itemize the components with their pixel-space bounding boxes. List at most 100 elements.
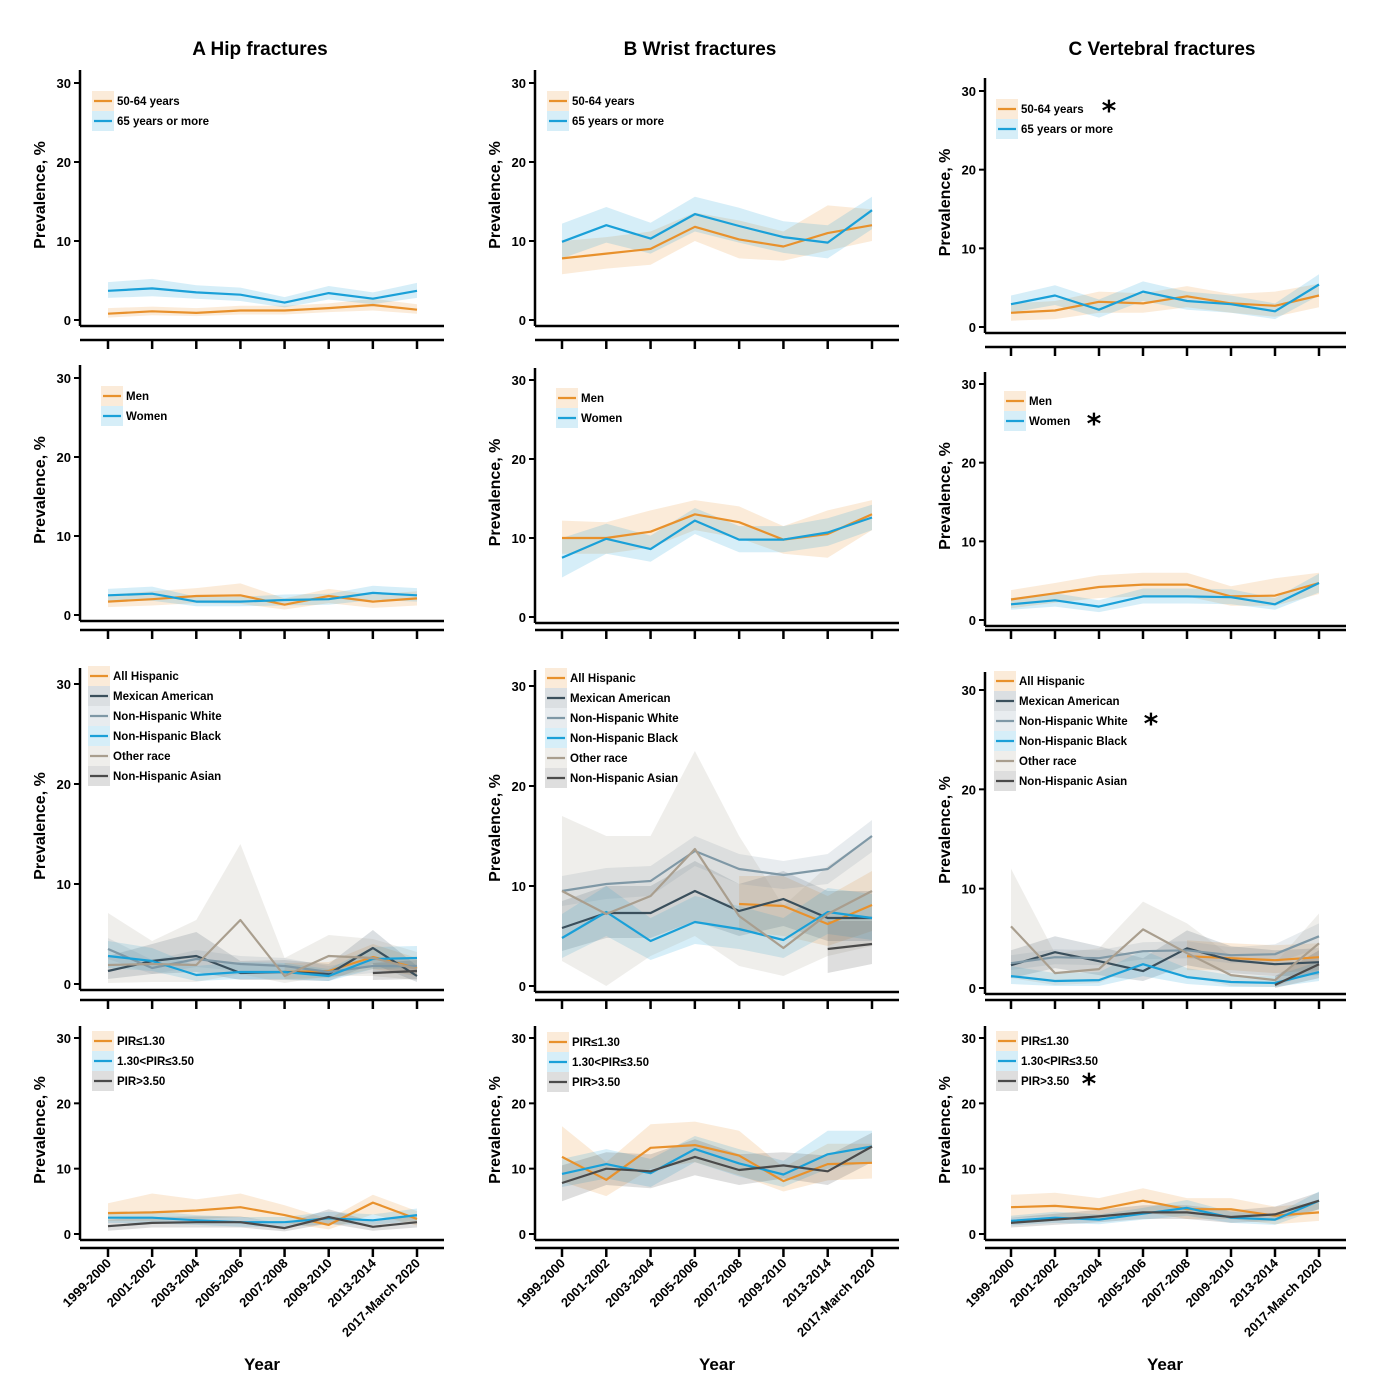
panel-c-2: 0 10 20 30 Prevalence, % Men Women *: [937, 372, 1346, 639]
legend-label: All Hispanic: [1019, 676, 1085, 688]
series-line: [561, 516, 873, 559]
ci-band: [108, 583, 417, 610]
x-tick-label: 2017-March 2020: [339, 1256, 423, 1340]
panel-a-1: 0 10 20 30 Prevalence, % 50-64 years 65 years …: [32, 70, 444, 349]
x-axis-label: Year: [244, 1355, 280, 1374]
significance-star: *: [1082, 1067, 1097, 1100]
y-tick-label: 10: [962, 882, 976, 897]
series-line: [561, 209, 873, 244]
legend-label: Non-Hispanic White: [113, 711, 222, 723]
x-axis-label: Year: [1147, 1355, 1183, 1374]
y-tick-label: 0: [519, 313, 526, 328]
y-tick-label: 0: [519, 979, 526, 994]
ci-band: [108, 844, 417, 983]
series-line: [561, 889, 872, 930]
legend-label: 1.30<PIR≤3.50: [117, 1056, 194, 1068]
legend-label: Non-Hispanic Asian: [113, 771, 221, 783]
panel-b-1: 0 10 20 30 Prevalence, % 50-64 years 65 years …: [487, 70, 899, 349]
y-tick-label: 0: [64, 977, 71, 992]
legend-label: All Hispanic: [570, 673, 636, 685]
y-tick-label: 10: [962, 1162, 976, 1177]
legend-label: Non-Hispanic Black: [113, 731, 222, 743]
y-tick-label: 10: [57, 1162, 71, 1177]
legend-label: Men: [581, 393, 604, 405]
y-tick-label: 20: [57, 1096, 71, 1111]
legend-label: Women: [1029, 416, 1070, 428]
ci-band: [108, 930, 417, 982]
panel-b-4: 0 10 20 30 Prevalence, % PIR≤1.30 1.30<PIR≤3.5…: [487, 1026, 899, 1374]
ci-band: [1011, 283, 1319, 321]
panel-c-3: 0 10 20 30 Prevalence, % All Hispanic Mexican …: [937, 671, 1346, 1009]
legend-label: Women: [126, 411, 167, 423]
series-line: [372, 969, 418, 975]
y-tick-label: 0: [969, 613, 976, 628]
y-tick-label: 10: [57, 877, 71, 892]
significance-star: *: [1102, 94, 1117, 127]
y-tick-label: 20: [962, 1096, 976, 1111]
series-line: [561, 1145, 873, 1185]
legend-label: Men: [126, 391, 149, 403]
legend-label: Other race: [570, 753, 628, 765]
y-tick-label: 0: [64, 313, 71, 328]
y-tick-label: 20: [962, 782, 976, 797]
series-line: [1010, 947, 1320, 973]
chart-a: A Hip fractures 0 10 20 30 Prevalence, % 50-64…: [32, 39, 444, 1374]
legend-label: 1.30<PIR≤3.50: [572, 1057, 649, 1069]
legend-label: 65 years or more: [572, 116, 664, 128]
y-axis-label: Prevalence, %: [487, 439, 504, 547]
ci-band: [1011, 1188, 1319, 1225]
y-axis-label: Prevalence, %: [32, 436, 49, 544]
y-tick-label: 20: [962, 456, 976, 471]
y-tick-label: 30: [512, 76, 526, 91]
y-tick-label: 0: [519, 1227, 526, 1242]
y-tick-label: 20: [57, 777, 71, 792]
ci-band: [562, 751, 872, 986]
legend-label: Non-Hispanic Asian: [570, 773, 678, 785]
y-tick-label: 30: [512, 373, 526, 388]
y-tick-label: 30: [962, 683, 976, 698]
ci-band: [1011, 868, 1319, 987]
ci-band: [1011, 950, 1319, 987]
ci-band: [108, 1209, 417, 1232]
legend-label: 50-64 years: [1021, 104, 1084, 116]
y-tick-label: 20: [512, 1096, 526, 1111]
ci-band: [562, 1132, 872, 1202]
y-tick-label: 0: [64, 608, 71, 623]
y-tick-label: 10: [57, 234, 71, 249]
series-line: [107, 287, 418, 304]
chart-title: C Vertebral fractures: [1069, 39, 1256, 60]
y-tick-label: 0: [969, 1227, 976, 1242]
y-tick-label: 30: [512, 1031, 526, 1046]
x-tick-label: 2017-March 2020: [794, 1256, 878, 1340]
series-line: [1010, 581, 1320, 601]
series-line: [561, 224, 873, 260]
y-tick-label: 30: [962, 84, 976, 99]
legend-label: PIR≤1.30: [1021, 1036, 1069, 1048]
y-tick-label: 30: [512, 679, 526, 694]
ci-band: [1187, 940, 1319, 974]
y-axis-label: Prevalence, %: [32, 141, 49, 249]
y-axis-label: Prevalence, %: [487, 1076, 504, 1184]
legend-label: 50-64 years: [572, 96, 635, 108]
ci-band: [562, 205, 872, 275]
panel-c-1: 0 10 20 30 Prevalence, % 50-64 years 65 years …: [937, 78, 1346, 356]
series-line: [562, 513, 873, 541]
y-tick-label: 0: [519, 610, 526, 625]
series-line: [561, 910, 873, 943]
panel-a-2: 0 10 20 30 Prevalence, % Men Women: [32, 365, 444, 639]
ci-band: [562, 861, 872, 951]
legend-label: PIR≤1.30: [572, 1037, 620, 1049]
series-line: [1010, 935, 1320, 965]
y-tick-label: 0: [969, 320, 976, 335]
y-axis-label: Prevalence, %: [32, 772, 49, 880]
legend-label: 50-64 years: [117, 96, 180, 108]
y-tick-label: 30: [57, 371, 71, 386]
y-tick-label: 20: [57, 450, 71, 465]
chart-c: C Vertebral fractures 0 10 20 30 Prevalence, …: [937, 39, 1346, 1374]
ci-band: [108, 585, 417, 607]
x-tick-label: 2017-March 2020: [1241, 1256, 1325, 1340]
significance-star: *: [1087, 407, 1102, 440]
series-line: [561, 847, 873, 950]
x-axis-label: Year: [699, 1355, 735, 1374]
